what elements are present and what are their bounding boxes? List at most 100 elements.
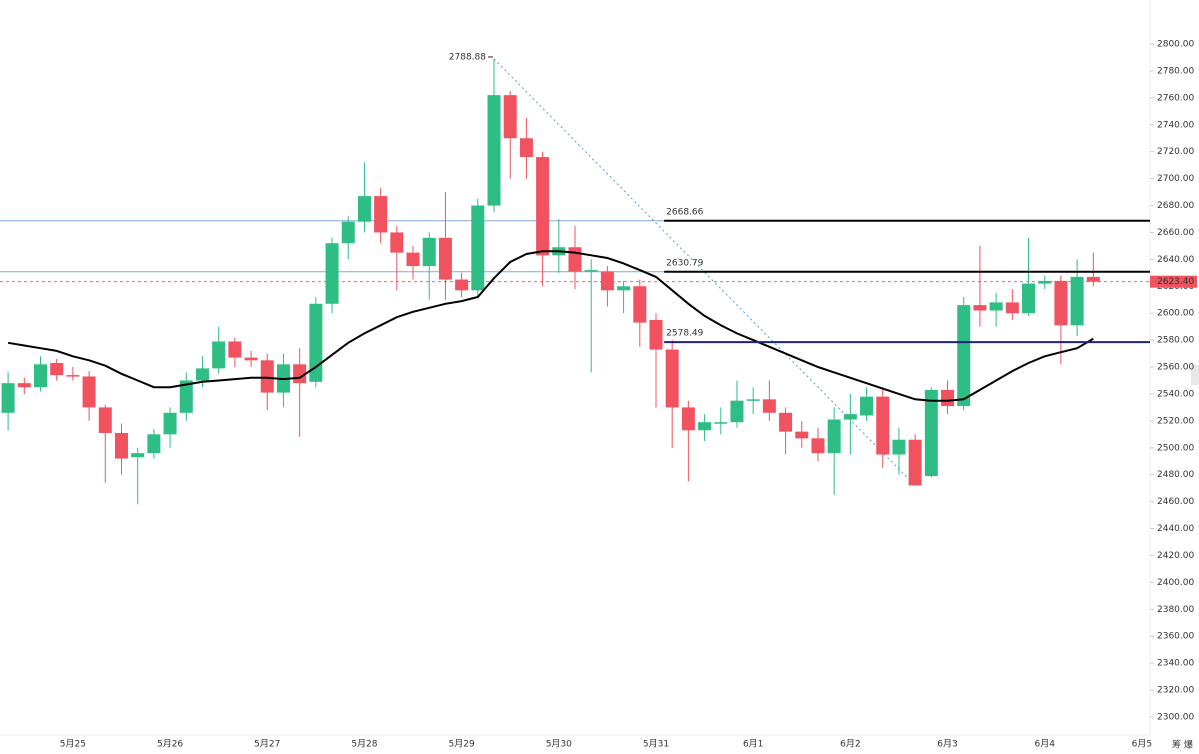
toolbar-item[interactable]: 筹 <box>1172 739 1181 751</box>
candle-body <box>843 414 857 420</box>
y-tick-label: 2660.00 <box>1157 228 1194 238</box>
candle-body <box>455 279 469 291</box>
candle-body <box>746 399 760 401</box>
x-tick-label: 5月31 <box>643 739 669 750</box>
y-tick-label: 2600.00 <box>1157 309 1194 319</box>
x-tick-label: 5月30 <box>546 739 572 750</box>
candle-body <box>876 396 890 455</box>
candle-body <box>924 389 938 477</box>
candle-body <box>957 305 971 407</box>
y-tick-label: 2500.00 <box>1157 443 1194 453</box>
candle-body <box>795 431 809 439</box>
candle-body <box>941 389 955 407</box>
candle-body <box>147 434 161 454</box>
y-tick-label: 2740.00 <box>1157 120 1194 130</box>
y-tick-label: 2640.00 <box>1157 255 1194 265</box>
x-tick-label: 5月29 <box>449 739 475 750</box>
candle-body <box>908 439 922 486</box>
y-tick-label: 2420.00 <box>1157 551 1194 561</box>
y-tick-label: 2700.00 <box>1157 174 1194 184</box>
toolbar-item[interactable]: 爆 <box>1184 739 1193 751</box>
candle-body <box>50 362 64 376</box>
y-tick-label: 2760.00 <box>1157 93 1194 103</box>
candle-body <box>989 302 1003 311</box>
candle-body <box>860 396 874 416</box>
candle-body <box>762 399 776 413</box>
y-tick-label: 2440.00 <box>1157 524 1194 534</box>
candle-body <box>82 376 96 408</box>
candle-body <box>357 196 371 222</box>
y-tick-label: 2540.00 <box>1157 389 1194 399</box>
y-tick-label: 2480.00 <box>1157 470 1194 480</box>
candle-body <box>406 252 420 267</box>
candle-body <box>438 237 452 280</box>
candle-body <box>195 368 209 381</box>
y-tick-label: 2580.00 <box>1157 336 1194 346</box>
level-label: 2668.66 <box>666 207 703 217</box>
y-tick-label: 2400.00 <box>1157 578 1194 588</box>
candle-body <box>1038 280 1052 284</box>
candle-body <box>309 303 323 382</box>
candle-body <box>325 243 339 304</box>
candle-body <box>649 319 663 350</box>
candle-body <box>730 400 744 423</box>
x-tick-label: 5月25 <box>60 739 86 750</box>
candle-body <box>519 138 533 158</box>
candle-body <box>665 349 679 408</box>
candle-body <box>633 286 647 323</box>
candle-body <box>600 271 614 291</box>
candle-body <box>568 247 582 272</box>
candle-body <box>892 439 906 455</box>
x-tick-label: 6月2 <box>840 739 860 750</box>
candle-body <box>228 341 242 358</box>
candle-body <box>131 453 145 458</box>
candle-body <box>698 422 712 431</box>
candle-body <box>341 221 355 244</box>
last-price-box <box>1150 275 1197 288</box>
candle-body <box>536 157 550 256</box>
y-tick-label: 2560.00 <box>1157 363 1194 373</box>
candle-body <box>179 380 193 413</box>
candle-body <box>422 237 436 267</box>
y-tick-label: 2300.00 <box>1157 712 1194 722</box>
x-tick-label: 6月5 <box>1132 739 1152 750</box>
candle-body <box>390 232 404 253</box>
candle-body <box>98 407 112 433</box>
candle-body <box>17 383 31 388</box>
candle-body <box>1022 283 1036 314</box>
x-tick-label: 5月26 <box>157 739 183 750</box>
x-tick-label: 6月3 <box>937 739 957 750</box>
candle-body <box>1054 280 1068 326</box>
candle-body <box>33 364 47 388</box>
candle-body <box>163 412 177 435</box>
x-tick-label: 6月4 <box>1034 739 1055 750</box>
candle-body <box>114 432 128 459</box>
candle-body <box>714 422 728 424</box>
candle-body <box>617 286 631 291</box>
candle-body <box>681 407 695 431</box>
level-label: 2630.79 <box>666 258 703 268</box>
level-label: 2578.49 <box>666 329 703 339</box>
candle-body <box>1086 276 1100 282</box>
candle-body <box>503 95 517 139</box>
candle-body <box>1005 302 1019 314</box>
x-tick-label: 6月1 <box>743 739 763 750</box>
y-tick-label: 2520.00 <box>1157 416 1194 426</box>
y-tick-label: 2380.00 <box>1157 605 1194 615</box>
y-tick-label: 2460.00 <box>1157 497 1194 507</box>
y-tick-label: 2320.00 <box>1157 686 1194 696</box>
x-tick-label: 5月27 <box>254 739 280 750</box>
side-tab[interactable] <box>1191 365 1199 385</box>
y-tick-label: 2360.00 <box>1157 632 1194 642</box>
candle-body <box>779 412 793 432</box>
candle-body <box>212 341 226 369</box>
trendline-label: 2788.88 <box>449 52 486 62</box>
candle-body <box>244 357 258 361</box>
candle-body <box>1070 276 1084 326</box>
y-tick-label: 2800.00 <box>1157 40 1194 50</box>
candle-body <box>811 438 825 454</box>
last-price-label: 2623.40 <box>1157 277 1194 287</box>
candle-body <box>827 419 841 454</box>
